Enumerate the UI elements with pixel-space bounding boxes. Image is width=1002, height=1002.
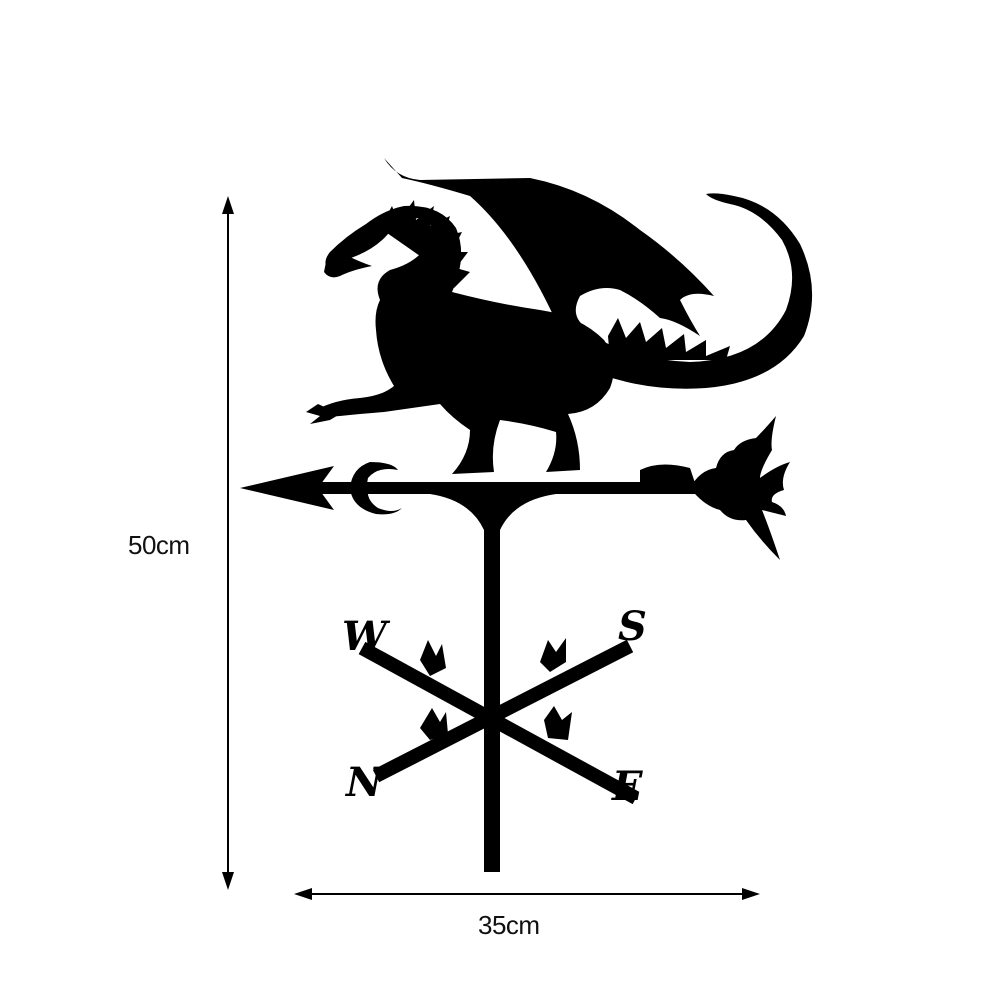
width-dimension-label: 35cm (478, 910, 540, 940)
compass-ornaments (420, 638, 572, 740)
height-dimension-label: 50cm (128, 530, 190, 560)
pole-mount (430, 494, 556, 530)
compass-east-label: E (611, 763, 643, 810)
height-dimension-line (222, 196, 234, 890)
compass-north-label: N (344, 759, 384, 806)
flame-tail-icon (690, 416, 790, 560)
compass-cross (358, 639, 640, 805)
dragon-silhouette-icon (306, 158, 813, 486)
arrow-shaft (300, 482, 720, 494)
compass-west-label: W (342, 613, 391, 660)
arrow-claw-ornament-icon (350, 462, 402, 515)
pole (484, 510, 500, 872)
compass-south-label: S (618, 603, 647, 650)
width-dimension-line (294, 888, 760, 900)
arrow-head-icon (240, 466, 334, 510)
